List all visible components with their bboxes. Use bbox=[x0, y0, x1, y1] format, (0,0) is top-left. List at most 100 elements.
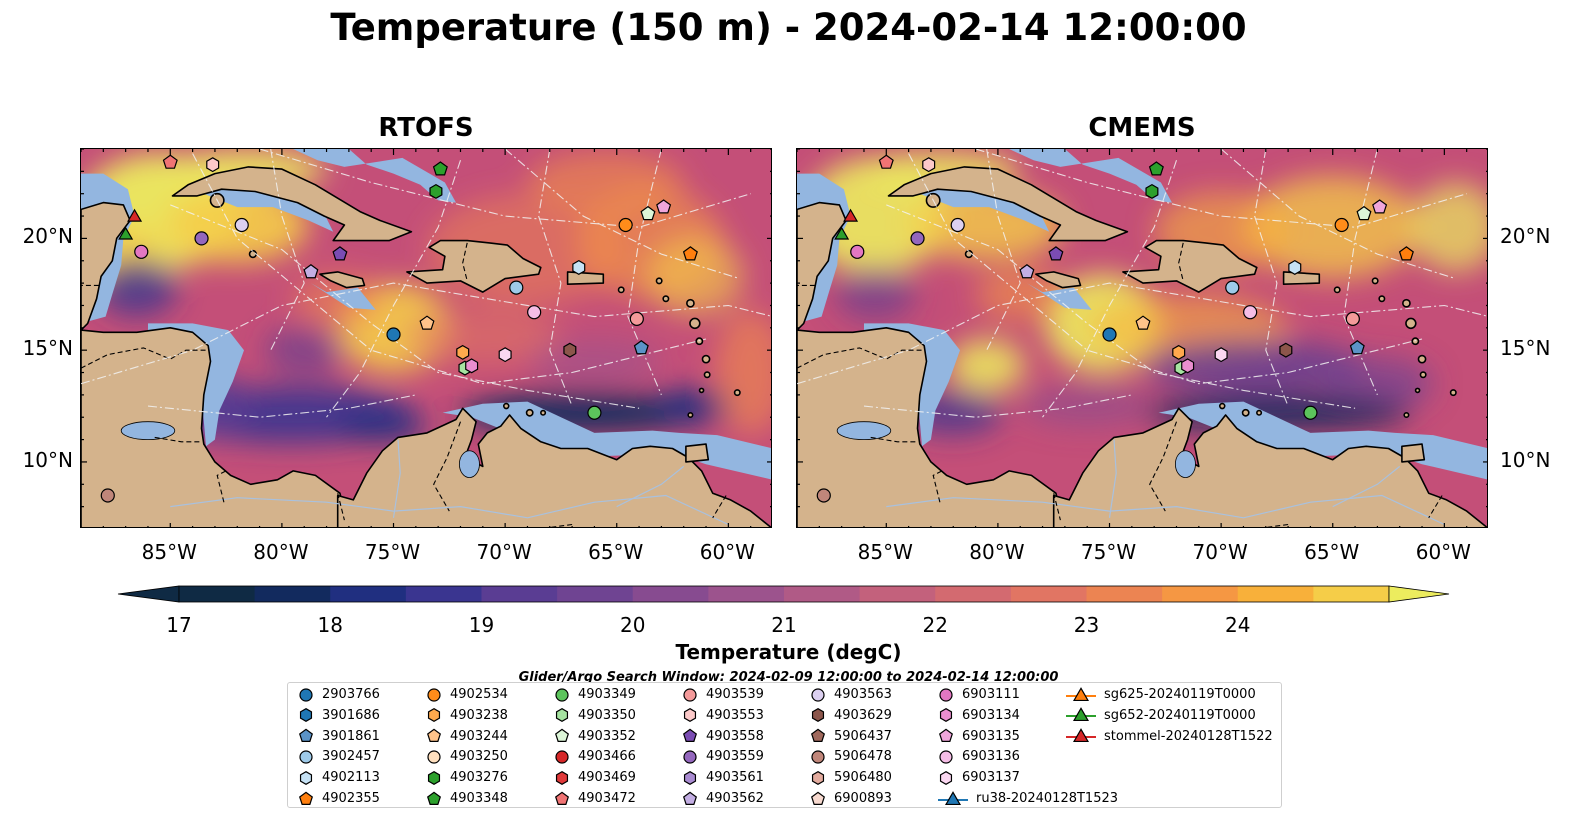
station-4903558 bbox=[332, 246, 348, 261]
colorbar-label: Temperature (degC) bbox=[675, 640, 902, 664]
colorbar-tick-label: 21 bbox=[771, 613, 797, 637]
legend-label: 4903350 bbox=[578, 707, 636, 723]
map-ticks bbox=[81, 149, 771, 527]
lon-tick-label: 70°W bbox=[476, 540, 532, 564]
legend-marker-icon bbox=[1066, 728, 1096, 743]
rivers bbox=[886, 439, 1445, 526]
figure-title: Temperature (150 m) - 2024-02-14 12:00:0… bbox=[330, 6, 1247, 49]
lon-tick-label: 60°W bbox=[1415, 540, 1471, 564]
borders bbox=[81, 242, 727, 527]
station-4903352 bbox=[1356, 205, 1372, 221]
island bbox=[1417, 354, 1427, 364]
legend-entry-4903539: 4903539 bbox=[682, 684, 764, 705]
colorbar-tick-label: 23 bbox=[1073, 613, 1100, 637]
legend-marker-icon bbox=[427, 728, 441, 743]
station-6903135 bbox=[656, 199, 672, 214]
station-3901861 bbox=[633, 340, 649, 355]
station-5906478 bbox=[100, 488, 115, 503]
legend-marker-icon bbox=[427, 750, 441, 764]
colorbar-segment bbox=[1313, 586, 1390, 602]
legend-entry-4903244: 4903244 bbox=[426, 726, 508, 747]
lon-tick-label: 80°W bbox=[253, 540, 309, 564]
colorbar-segment bbox=[254, 586, 331, 602]
legend-entry-4903558: 4903558 bbox=[682, 726, 764, 747]
legend-label: stommel-20240128T1522 bbox=[1104, 728, 1273, 744]
lon-tick-label: 85°W bbox=[857, 540, 913, 564]
legend-label: 4903629 bbox=[834, 707, 892, 723]
legend-marker-icon bbox=[939, 770, 953, 785]
legend-label: ru38-20240128T1523 bbox=[976, 791, 1119, 806]
station-stommel-20240128T1522 bbox=[127, 208, 143, 222]
colorbar-tick-label: 19 bbox=[468, 613, 495, 637]
lat-tick-label-right: 20°N bbox=[1500, 224, 1551, 249]
colorbar-segment bbox=[1237, 586, 1314, 602]
station-6903134 bbox=[465, 358, 479, 374]
station-4903472 bbox=[878, 154, 894, 169]
legend-marker-icon bbox=[811, 708, 825, 723]
legend-entry-sg652-20240119T0000: sg652-20240119T0000 bbox=[1066, 705, 1256, 726]
station-4903348 bbox=[1148, 161, 1164, 176]
island bbox=[1378, 295, 1386, 303]
station-4903563 bbox=[234, 217, 249, 233]
station-6903137 bbox=[1214, 347, 1228, 363]
legend-marker-icon bbox=[938, 790, 968, 805]
station-sg652-20240119T0000 bbox=[118, 226, 134, 240]
station-4903629 bbox=[563, 342, 577, 358]
legend-entry-3901686: 3901686 bbox=[298, 705, 380, 726]
station-4903244 bbox=[1135, 315, 1151, 330]
legend-entry-4903562: 4903562 bbox=[682, 788, 764, 809]
station-4902534 bbox=[618, 217, 633, 233]
legend-label: 4902355 bbox=[322, 791, 380, 806]
island bbox=[1241, 408, 1250, 417]
station-4903563 bbox=[950, 217, 965, 233]
legend-label: 4903469 bbox=[578, 770, 636, 786]
legend-entry-4902534: 4902534 bbox=[426, 684, 508, 705]
station-4902113 bbox=[572, 259, 586, 275]
station-6903136 bbox=[1243, 305, 1258, 320]
legend-entry-4903348: 4903348 bbox=[426, 788, 508, 809]
eez-lines bbox=[81, 149, 771, 418]
land-yucatan bbox=[797, 201, 847, 331]
island bbox=[1218, 402, 1226, 410]
legend-marker-icon bbox=[299, 728, 313, 743]
island bbox=[1403, 411, 1410, 419]
lake bbox=[1174, 450, 1196, 478]
legend-entry-4903352: 4903352 bbox=[554, 726, 636, 747]
colorbar-extend-max bbox=[1388, 585, 1450, 603]
colorbar-segment bbox=[481, 586, 558, 602]
lon-tick-label: 60°W bbox=[699, 540, 755, 564]
legend-label: 4903558 bbox=[706, 728, 764, 744]
legend-entry-6903135: 6903135 bbox=[938, 726, 1020, 747]
island bbox=[1405, 317, 1417, 330]
island bbox=[698, 387, 705, 394]
legend-marker-icon bbox=[555, 728, 569, 743]
station-4903539 bbox=[629, 311, 644, 326]
legend-marker-icon bbox=[811, 728, 825, 743]
colorbar-segment bbox=[935, 586, 1012, 602]
legend-marker-icon bbox=[299, 770, 313, 785]
land-south bbox=[1052, 407, 1487, 527]
map-ticks bbox=[797, 149, 1487, 527]
legend-label: 6903111 bbox=[962, 687, 1020, 702]
colorbar-segment bbox=[330, 586, 407, 602]
legend-entry-5906478: 5906478 bbox=[810, 746, 892, 767]
eez-lines bbox=[797, 149, 1487, 418]
station-4902534 bbox=[1334, 217, 1349, 233]
legend-label: sg652-20240119T0000 bbox=[1104, 707, 1256, 723]
station-4903559 bbox=[910, 231, 925, 246]
panel-title-cmems: CMEMS bbox=[1088, 113, 1196, 143]
legend-entry-4903350: 4903350 bbox=[554, 705, 636, 726]
search-window-note: Glider/Argo Search Window: 2024-02-09 12… bbox=[518, 670, 1059, 685]
legend-label: 5906437 bbox=[834, 728, 892, 744]
legend-entry-4903559: 4903559 bbox=[682, 746, 764, 767]
island bbox=[540, 409, 547, 416]
legend-entry-4902355: 4902355 bbox=[298, 788, 380, 809]
legend-label: 6903136 bbox=[962, 749, 1020, 765]
legend-label: 4903250 bbox=[450, 749, 508, 765]
legend-marker-icon bbox=[427, 708, 441, 723]
legend-entry-4903561: 4903561 bbox=[682, 767, 764, 788]
legend-marker-icon bbox=[555, 750, 569, 764]
legend-label: 3901861 bbox=[322, 728, 380, 744]
legend-marker-icon bbox=[939, 728, 953, 743]
panel-title-rtofs: RTOFS bbox=[378, 113, 474, 143]
